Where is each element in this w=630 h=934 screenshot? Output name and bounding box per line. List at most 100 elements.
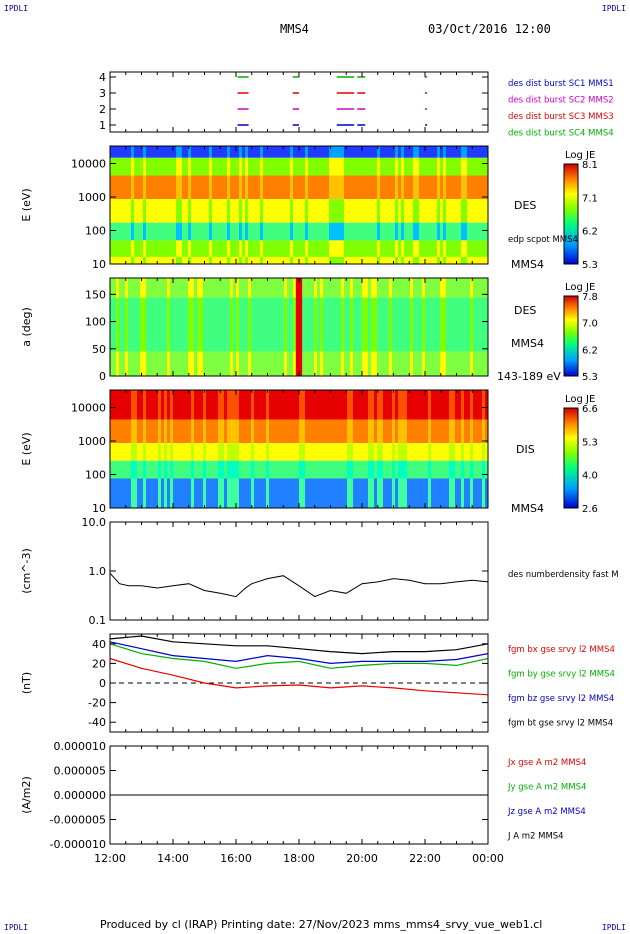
des-energy-cell [452,157,456,176]
des-energy-cell [347,256,351,264]
dis-energy-cell [185,390,189,420]
dis-energy-cell [356,460,360,479]
des-energy-cell [305,222,309,241]
des-energy-cell [437,222,441,241]
dis-energy-cell [122,390,126,420]
des-energy-cell [161,199,165,223]
des-pitch-cell [221,278,225,298]
des-pitch-cell [437,297,441,352]
dis-energy-cell [290,478,294,508]
des-pitch-cell [218,351,222,376]
des-pitch-cell [284,351,288,376]
des-energy-cell [461,222,465,241]
dis-energy-cell [203,443,207,461]
dis-energy-cell [419,419,423,444]
des-pitch-cell [128,297,132,352]
des-energy-cell [263,222,267,241]
des-energy-cell [320,157,324,176]
des-pitch-cell [224,351,228,376]
des-energy-cell [365,199,369,223]
des-pitch-cell [365,351,369,376]
des-pitch-cell [224,297,228,352]
dis-energy-cell [431,443,435,461]
des-energy-cell [326,175,330,200]
dis-energy-cell [188,390,192,420]
des-energy-cell [434,175,438,200]
des-energy-cell [209,240,213,257]
dis-energy-cell [170,460,174,479]
des-energy-cell [425,240,429,257]
des-energy-cell [167,256,171,264]
des-energy-cell [281,256,285,264]
dis-energy-cell [473,419,477,444]
dis-energy-cell [134,478,138,508]
des-energy-cell [314,157,318,176]
dis-energy-cell [482,443,486,461]
des-energy-cell [278,222,282,241]
des-pitch-cell [419,278,423,298]
des-energy-cell [398,199,402,223]
des-energy-cell [140,240,144,257]
des-energy-cell [299,157,303,176]
des-energy-cell [221,146,225,158]
des-pitch-cell [119,351,123,376]
des-energy-cell [374,199,378,223]
dis-energy-cell [134,460,138,479]
des-energy-cell [299,240,303,257]
des-energy-cell [176,157,180,176]
des-energy-cell [185,175,189,200]
des-energy-cell [350,199,354,223]
dis-energy-cell [383,390,387,420]
dis-energy-ytick-label: 100 [85,469,106,482]
des-energy-cell [227,256,231,264]
des-energy-spectrogram [110,146,489,264]
des-pitch-cell [209,278,213,298]
des-energy-cell [140,157,144,176]
des-energy-ylabel: E (eV) [20,188,33,221]
des-energy-cell [260,256,264,264]
dis-energy-cell [239,419,243,444]
des-energy-cell [344,146,348,158]
des-energy-cell [194,146,198,158]
time-axis-tick-label: 16:00 [220,852,252,865]
des-energy-cell [482,146,486,158]
bfield-ytick-label: -40 [88,716,106,729]
des-pitch-cell [143,297,147,352]
des-pitch-cell [407,278,411,298]
des-energy-cell [188,256,192,264]
dis-energy-colorbar-tick: 4.0 [582,471,598,482]
dis-energy-cell [434,419,438,444]
des-energy-cell [209,157,213,176]
des-energy-cell [350,256,354,264]
des-pitch-colorbar-tick: 7.8 [582,292,598,303]
des-energy-cell [152,175,156,200]
dis-energy-cell [233,460,237,479]
des-energy-cell [272,240,276,257]
dis-energy-cell [413,443,417,461]
dis-energy-cell [284,419,288,444]
des-energy-cell [185,199,189,223]
dis-energy-cell [278,460,282,479]
dis-energy-cell [116,390,120,420]
des-energy-cell [428,146,432,158]
des-pitch-cell [467,278,471,298]
dis-energy-cell [275,419,279,444]
des-energy-cell [293,157,297,176]
dis-energy-cell [260,419,264,444]
des-energy-cell [413,240,417,257]
des-energy-cell [371,256,375,264]
des-energy-cell [161,240,165,257]
des-energy-cell [143,146,147,158]
des-energy-cell [413,256,417,264]
des-pitch-cell [230,278,234,298]
des-energy-cell [233,175,237,200]
des-pitch-cell [431,297,435,352]
des-energy-cell [149,222,153,241]
dis-energy-cell [425,390,429,420]
des-energy-cell [404,256,408,264]
des-pitch-cell [386,297,390,352]
dis-energy-cell [227,478,231,508]
dis-energy-cell [263,460,267,479]
des-energy-cell [383,240,387,257]
des-pitch-cell [347,297,351,352]
